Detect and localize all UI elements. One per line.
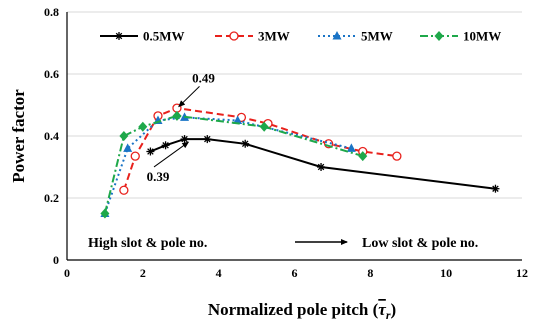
data-point [146,147,155,156]
annotation-label: 0.49 [192,70,215,85]
data-series [100,103,500,219]
legend: 0.5MW 3MW 5MW 10MW [100,29,501,44]
annotation-label: 0.39 [147,169,170,184]
series-line [103,114,364,214]
data-point [100,208,110,219]
series-line [150,138,496,190]
data-point [259,121,269,132]
data-point [203,135,212,144]
data-point [119,185,129,195]
x-axis-title: Normalized pole pitch (τr) [208,300,396,322]
legend-label: 3MW [258,29,290,44]
data-point [346,143,356,152]
data-point [317,163,326,171]
annotation-arrow [153,141,190,168]
legend-label: 5MW [361,29,393,44]
data-point [491,184,500,193]
y-tick-label: 0.6 [44,67,59,81]
legend-swatch-marker [229,31,239,41]
data-point [123,143,133,152]
legend-swatch-marker [434,31,444,41]
data-point [161,141,170,150]
data-point [119,131,129,141]
x-tick-label: 4 [216,266,222,280]
gridlines [67,11,522,199]
y-tick-label: 0.4 [44,129,59,143]
x-tick-label: 12 [516,266,528,280]
note-right: Low slot & pole no. [362,236,478,251]
data-point [358,151,368,162]
x-tick-label: 6 [292,266,298,280]
legend-swatch-marker [332,31,342,40]
data-point [233,115,243,124]
axes: 0 0.2 0.4 0.6 0.8 0 2 4 6 8 10 12 [44,5,528,280]
data-point [392,151,402,161]
data-point [241,139,250,148]
note-left: High slot & pole no. [88,236,207,251]
y-tick-label: 0.2 [44,191,59,205]
data-point [138,121,148,132]
x-tick-label: 10 [440,266,452,280]
data-point [180,135,189,144]
x-tick-label: 2 [140,266,146,280]
data-point [172,110,182,121]
y-tick-label: 0 [53,253,59,267]
annotations: 0.49 0.39 High slot & pole no. Low slot & p… [88,70,478,251]
legend-swatch-marker [115,32,123,40]
data-point [130,151,140,161]
x-tick-label: 8 [367,266,373,280]
legend-label: 0.5MW [143,29,185,44]
annotation-arrow [178,86,200,108]
x-tick-label: 0 [64,266,70,280]
legend-label: 10MW [463,29,501,44]
y-tick-label: 0.8 [44,5,59,19]
y-axis-title: Power factor [9,89,28,183]
